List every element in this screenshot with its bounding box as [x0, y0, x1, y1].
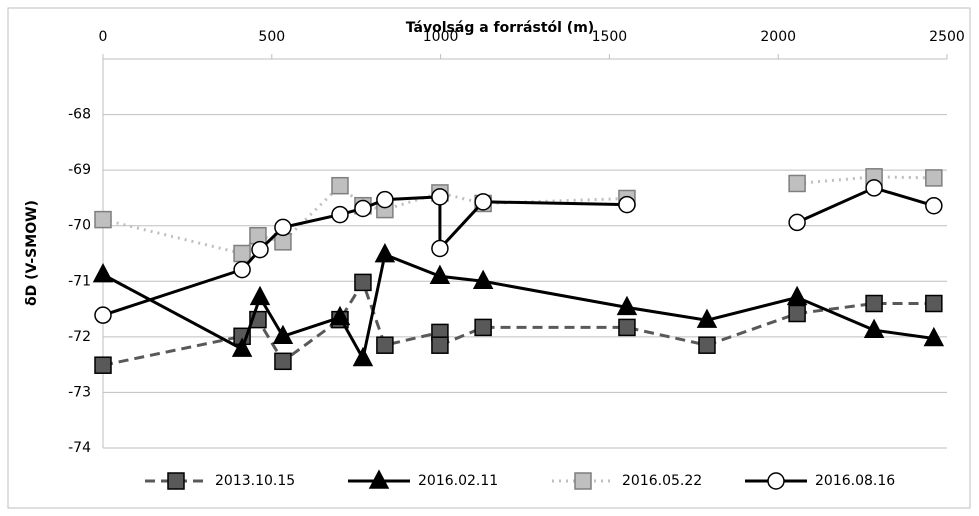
marker — [431, 336, 449, 354]
marker — [618, 318, 636, 337]
marker — [251, 240, 269, 259]
legend-item: 2013.10.15 — [145, 472, 295, 490]
marker — [429, 264, 451, 285]
legend-marker — [368, 469, 390, 489]
marker — [352, 346, 374, 367]
y-tick-label: -72 — [68, 329, 91, 345]
legend-label: 2016.08.16 — [815, 473, 895, 489]
marker — [788, 174, 806, 193]
legend-marker — [767, 472, 785, 490]
chart-frame — [7, 7, 971, 509]
y-tick-label: -70 — [68, 218, 91, 234]
marker — [233, 244, 251, 263]
x-tick-label: 1000 — [423, 29, 459, 45]
marker — [431, 188, 449, 206]
marker — [274, 218, 292, 237]
marker — [865, 179, 883, 197]
marker — [274, 352, 292, 371]
marker — [94, 210, 112, 229]
x-tick-label: 2000 — [760, 29, 796, 45]
y-tick-label: -68 — [68, 107, 91, 123]
y-tick-label: -71 — [68, 273, 91, 289]
marker — [474, 193, 492, 211]
legend-item: 2016.08.16 — [745, 472, 895, 490]
marker — [925, 294, 943, 313]
marker — [331, 205, 349, 224]
marker — [233, 260, 251, 279]
marker — [788, 213, 806, 232]
marker — [374, 243, 396, 263]
marker — [94, 306, 112, 324]
marker — [329, 305, 351, 326]
marker — [376, 336, 394, 354]
marker — [272, 324, 294, 345]
legend-label: 2016.02.11 — [418, 473, 498, 489]
y-tick-label: -73 — [68, 384, 91, 400]
legend-label: 2013.10.15 — [215, 473, 295, 489]
legend-marker — [574, 472, 592, 490]
marker — [786, 285, 808, 306]
marker — [354, 199, 372, 218]
marker — [92, 263, 114, 283]
marker — [249, 285, 271, 306]
marker — [698, 336, 716, 354]
marker — [616, 295, 638, 316]
marker — [331, 176, 349, 195]
marker — [231, 337, 253, 357]
x-tick-label: 2500 — [929, 29, 965, 45]
marker — [354, 273, 372, 292]
marker — [618, 195, 636, 214]
legend-item: 2016.05.22 — [552, 472, 702, 490]
marker — [472, 269, 494, 290]
marker — [274, 233, 292, 251]
marker — [474, 318, 492, 337]
marker — [94, 356, 112, 374]
x-tick-label: 1500 — [592, 29, 628, 45]
legend-label: 2016.05.22 — [622, 473, 702, 489]
marker — [696, 308, 718, 328]
legend-marker — [167, 472, 185, 490]
x-tick-label: 0 — [99, 29, 108, 45]
marker — [376, 190, 394, 209]
marker — [863, 318, 885, 338]
marker — [788, 304, 806, 323]
marker — [865, 294, 883, 313]
x-tick-label: 500 — [258, 29, 285, 45]
x-axis-title: Távolság a forrástól (m) — [406, 20, 594, 36]
marker — [925, 196, 943, 215]
legend-item: 2016.02.11 — [348, 469, 498, 489]
y-axis-title: δD (V-SMOW) — [24, 200, 40, 306]
marker — [923, 326, 945, 347]
y-tick-label: -69 — [68, 162, 91, 178]
y-tick-label: -74 — [68, 440, 91, 456]
series-line — [102, 183, 628, 256]
marker — [431, 239, 449, 258]
marker — [925, 169, 943, 187]
